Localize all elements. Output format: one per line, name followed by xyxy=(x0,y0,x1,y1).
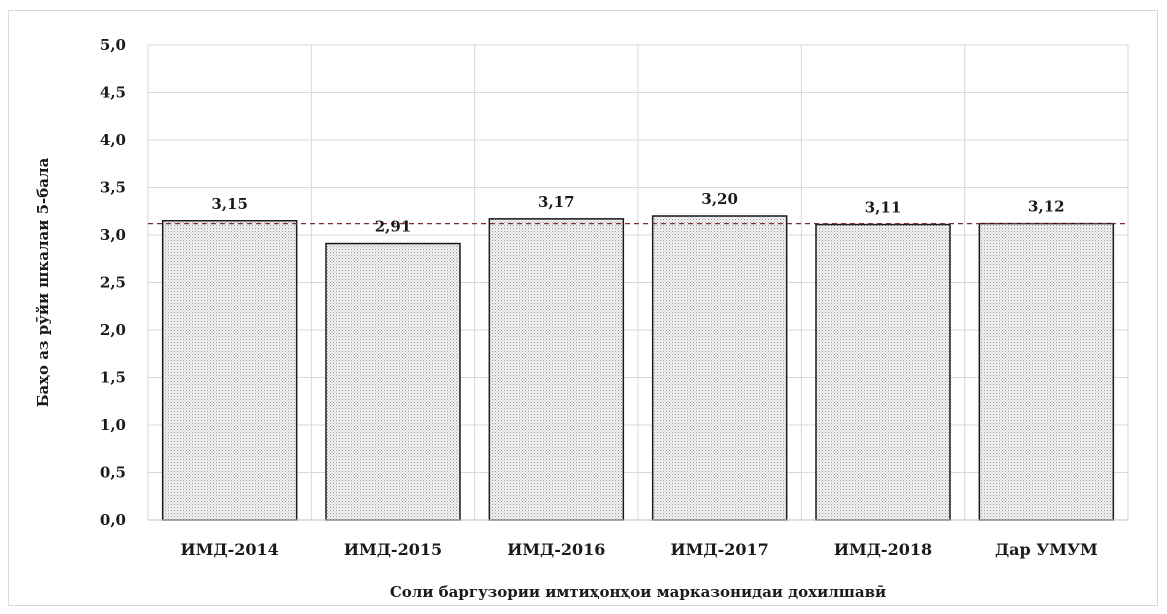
y-tick-label: 1,5 xyxy=(100,369,126,387)
y-tick-label: 3,5 xyxy=(100,179,126,197)
bar xyxy=(325,242,461,521)
x-tick-label: ИМД-2017 xyxy=(671,540,769,559)
y-tick-label: 2,0 xyxy=(100,321,126,339)
data-label: 3,15 xyxy=(211,195,248,213)
bar xyxy=(161,220,298,521)
data-label: 3,11 xyxy=(865,199,902,217)
y-axis-title: Баҳо аз рӯйи шкалаи 5-бала xyxy=(34,157,52,407)
y-tick-label: 0,0 xyxy=(100,511,126,529)
x-tick-label: ИМД-2016 xyxy=(507,540,605,559)
y-tick-label: 0,5 xyxy=(100,464,126,482)
x-tick-label: ИМД-2014 xyxy=(181,540,279,559)
axes: 0,0 0,5 1,0 1,5 2,0 2,5 3,0 3,5 4,0 4,5 5,0 ИМД-201… xyxy=(100,36,1128,559)
y-tick-label: 2,5 xyxy=(100,274,126,292)
data-label: 3,17 xyxy=(538,193,575,211)
y-tick-label: 5,0 xyxy=(100,36,126,54)
y-tick-label: 3,0 xyxy=(100,226,126,244)
bar xyxy=(815,223,951,521)
bar xyxy=(978,222,1115,521)
y-tick-label: 1,0 xyxy=(100,416,126,434)
x-tick-label: ИМД-2015 xyxy=(344,540,442,559)
bar xyxy=(488,218,625,521)
y-tick-label: 4,5 xyxy=(100,84,126,102)
data-labels: 3,15 2,91 3,17 3,20 3,11 3,12 xyxy=(211,190,1064,236)
x-tick-label: Дар УМУМ xyxy=(995,540,1098,559)
bars xyxy=(161,215,1115,521)
x-axis-title: Соли баргузории имтиҳонҳои марказонидаи … xyxy=(390,583,886,601)
data-label: 3,20 xyxy=(701,190,738,208)
y-tick-label: 4,0 xyxy=(100,131,126,149)
data-label: 2,91 xyxy=(375,218,412,236)
x-tick-label: ИМД-2018 xyxy=(834,540,932,559)
data-label: 3,12 xyxy=(1028,198,1065,216)
bar xyxy=(651,215,788,521)
